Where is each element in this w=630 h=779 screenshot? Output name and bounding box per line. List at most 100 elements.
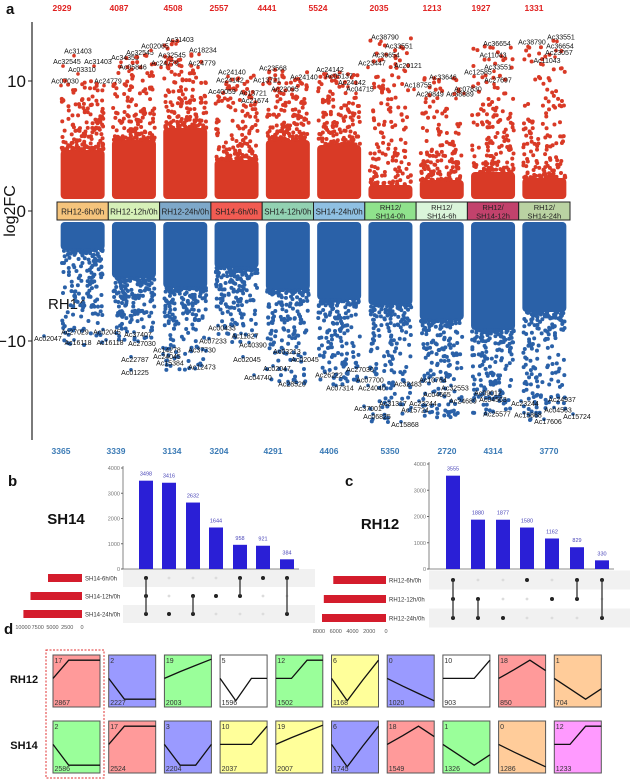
down-point — [423, 409, 428, 414]
down-point — [333, 316, 338, 321]
down-point — [384, 386, 389, 391]
down-point — [502, 398, 507, 403]
down-point — [545, 336, 550, 341]
up-point — [111, 82, 116, 87]
down-point — [524, 382, 529, 387]
down-point — [535, 314, 540, 319]
down-point — [62, 324, 67, 329]
gene-label: Ac33551 — [385, 44, 413, 51]
up-point — [447, 175, 452, 180]
cluster-count: 1286 — [500, 766, 516, 773]
up-point — [199, 59, 204, 64]
down-point — [99, 304, 104, 309]
intersection-bar-label: 1880 — [472, 511, 484, 517]
cluster-id: 6 — [333, 658, 337, 665]
down-point — [87, 288, 92, 293]
gene-label: Ac37001 — [354, 406, 382, 413]
gene-label: Ac15868 — [391, 422, 419, 429]
up-point — [356, 104, 361, 109]
up-point — [137, 118, 142, 123]
up-point — [276, 136, 281, 141]
down-point — [190, 307, 195, 312]
up-point — [498, 150, 503, 155]
up-point — [145, 71, 150, 76]
down-point — [303, 379, 308, 384]
down-point — [177, 291, 182, 296]
up-point — [392, 83, 397, 88]
down-point — [65, 248, 70, 253]
down-point — [503, 407, 508, 412]
down-point — [141, 325, 146, 330]
labeled-point — [334, 383, 338, 388]
down-point — [526, 396, 531, 401]
labeled-point — [553, 55, 557, 59]
down-point — [168, 333, 173, 338]
down-point — [483, 345, 488, 350]
intersection-bar — [162, 482, 176, 569]
up-point — [301, 101, 306, 106]
down-point — [473, 392, 478, 397]
up-point — [291, 130, 296, 135]
up-point — [486, 102, 491, 107]
down-point — [266, 304, 271, 309]
down-point — [371, 321, 376, 326]
down-point — [376, 328, 381, 333]
down-point — [65, 310, 70, 315]
down-point — [439, 325, 444, 330]
up-point — [536, 141, 541, 146]
up-point — [217, 145, 222, 150]
down-point — [94, 333, 99, 338]
down-point — [511, 328, 516, 333]
down-point — [425, 341, 430, 346]
down-point — [172, 292, 177, 297]
down-point — [499, 348, 504, 353]
down-point — [370, 337, 375, 342]
up-point — [265, 130, 270, 135]
down-point — [277, 349, 282, 354]
down-point — [172, 307, 177, 312]
up-point — [148, 86, 153, 91]
up-point — [248, 139, 253, 144]
up-point — [187, 117, 192, 122]
down-point — [329, 341, 334, 346]
down-point — [406, 382, 411, 387]
down-point — [382, 416, 387, 421]
down-points-dense — [214, 222, 259, 268]
down-point — [378, 314, 383, 319]
down-point — [193, 298, 198, 303]
down-point — [442, 359, 447, 364]
labeled-point — [174, 42, 178, 46]
down-point — [470, 347, 475, 352]
down-point — [561, 401, 566, 406]
up-point — [294, 94, 299, 99]
up-point — [248, 114, 253, 119]
labeled-point — [247, 95, 251, 100]
up-point — [497, 118, 502, 123]
down-point — [472, 387, 477, 392]
up-point — [427, 85, 432, 90]
up-point — [433, 87, 438, 92]
profile-line — [52, 744, 100, 766]
up-point — [317, 79, 322, 84]
up-point — [526, 102, 531, 107]
down-point — [291, 350, 296, 355]
down-point — [190, 301, 195, 306]
down-point — [268, 331, 273, 336]
down-point — [438, 369, 443, 374]
cluster-box — [219, 654, 268, 708]
labeled-point — [166, 57, 170, 62]
down-point — [222, 266, 227, 271]
down-point — [534, 410, 539, 415]
up-point — [135, 60, 140, 65]
down-point — [151, 320, 156, 325]
down-point — [343, 305, 348, 310]
down-point — [129, 287, 134, 292]
up-point — [387, 180, 392, 185]
up-point — [484, 112, 489, 117]
down-point — [547, 382, 552, 387]
intersection-bar-label: 384 — [282, 550, 291, 556]
up-point — [511, 151, 516, 156]
labeled-point — [72, 53, 76, 58]
labeled-point — [364, 375, 368, 380]
